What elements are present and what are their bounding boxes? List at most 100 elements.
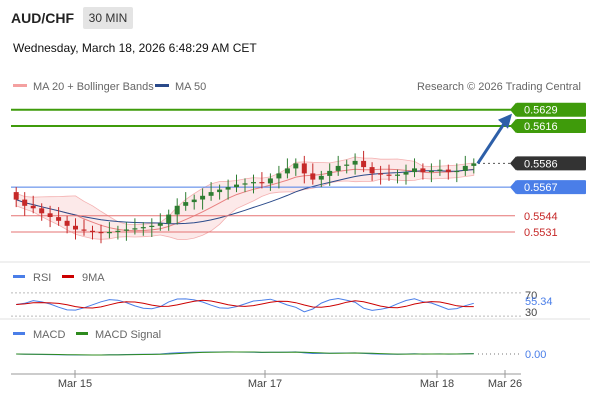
x-label-mar17: Mar 17: [248, 378, 282, 390]
candle-body-39: [344, 164, 350, 166]
level-label-1: 0.5616: [524, 121, 558, 133]
candle-body-17: [157, 223, 163, 226]
candle-body-6: [64, 220, 70, 226]
rsi-legend: RSI 9MA: [13, 272, 105, 284]
x-axis: Mar 15 Mar 17 Mar 18 Mar 26: [58, 370, 522, 390]
candle-body-24: [217, 189, 223, 193]
main-legend: MA 20 + Bollinger Bands MA 50 Research ©…: [13, 81, 581, 93]
macd-legend: MACD MACD Signal: [13, 329, 161, 341]
candlesticks: [13, 150, 477, 244]
legend-label-ma50: MA 50: [175, 81, 206, 93]
level-label-5: 0.5531: [524, 227, 558, 239]
legend-swatch-rsi-ma: [62, 275, 74, 278]
candle-body-48: [420, 168, 426, 173]
candle-body-37: [327, 170, 333, 176]
candle-body-36: [318, 175, 324, 180]
candle-body-38: [335, 165, 341, 171]
candle-body-12: [115, 230, 121, 232]
level-label-box-2: [516, 156, 586, 171]
candle-body-4: [47, 213, 53, 217]
chart-credit: Research © 2026 Trading Central: [417, 81, 581, 93]
candle-body-13: [123, 229, 129, 231]
candle-body-21: [191, 199, 197, 203]
candle-body-9: [90, 230, 95, 232]
candle-body-1: [22, 199, 28, 206]
forecast-arrow-shaft: [476, 119, 508, 165]
candle-body-18: [166, 214, 172, 224]
legend-label-macd-signal: MACD Signal: [95, 329, 161, 341]
legend-label-rsi-ma: 9MA: [82, 272, 105, 284]
candle-body-43: [378, 173, 384, 175]
candle-body-23: [208, 192, 214, 196]
candle-body-53: [462, 165, 468, 171]
candle-body-52: [454, 170, 460, 173]
level-label-pointer-1: [510, 119, 516, 133]
candle-body-28: [251, 182, 256, 184]
rsi-tick-30: 30: [525, 307, 537, 319]
timeframe-button[interactable]: 30 MIN: [83, 7, 133, 29]
level-label-pointer-3: [510, 180, 516, 195]
candle-body-20: [183, 202, 189, 206]
candle-body-15: [140, 227, 146, 229]
candle-body-22: [200, 195, 206, 200]
candle-body-40: [352, 160, 358, 165]
candle-body-29: [259, 182, 265, 184]
rsi-ma-line: [16, 299, 474, 309]
candle-body-26: [234, 184, 239, 188]
level-label-box-1: [516, 119, 586, 133]
candle-body-45: [395, 174, 400, 176]
top-bar: AUD/CHF 30 MIN: [0, 0, 590, 34]
macd-signal-line: [16, 351, 474, 356]
candle-body-31: [276, 173, 282, 179]
timestamp: Wednesday, March 18, 2026 6:48:29 AM CET: [13, 41, 257, 55]
bollinger-band-area: [15, 156, 475, 241]
candle-body-3: [39, 208, 45, 214]
candle-body-51: [445, 169, 451, 173]
level-label-pointer-0: [510, 102, 516, 117]
candle-body-27: [242, 183, 248, 185]
rsi-tick-70: 70: [525, 290, 537, 302]
legend-label-rsi: RSI: [33, 272, 51, 284]
level-label-2: 0.5586: [524, 158, 558, 170]
candle-body-41: [361, 160, 367, 168]
candle-body-32: [284, 168, 290, 174]
candle-body-35: [310, 173, 316, 180]
candle-body-49: [428, 170, 434, 173]
macd-panel: [16, 351, 521, 356]
candle-body-34: [301, 163, 307, 174]
level-label-box-0: [516, 102, 586, 117]
price-level-labels: 0.5629 0.5616 0.5586 0.5567 0.5544 0.5531: [510, 102, 586, 239]
legend-label-macd: MACD: [33, 329, 65, 341]
candle-body-11: [106, 232, 112, 234]
forecast-arrow-head: [498, 113, 512, 129]
rsi-last-value: 55.34: [525, 296, 553, 308]
rsi-panel: [11, 292, 521, 317]
legend-swatch-ma50: [155, 84, 169, 87]
legend-swatch-rsi: [13, 275, 25, 278]
candle-body-44: [386, 174, 392, 176]
legend-label-bollinger: MA 20 + Bollinger Bands: [33, 81, 154, 93]
candle-body-16: [149, 225, 155, 227]
candle-body-8: [81, 229, 87, 231]
candle-body-19: [174, 205, 180, 215]
legend-swatch-macd: [13, 332, 25, 335]
x-label-mar26: Mar 26: [488, 378, 522, 390]
level-label-4: 0.5544: [524, 211, 558, 223]
legend-swatch-macd-signal: [76, 332, 88, 335]
candle-body-42: [369, 167, 375, 174]
candle-body-50: [437, 169, 443, 171]
candle-body-30: [267, 178, 273, 184]
macd-zero-label: 0.00: [525, 349, 546, 361]
candle-body-14: [132, 228, 138, 230]
x-label-mar18: Mar 18: [420, 378, 454, 390]
currency-pair-title: AUD/CHF: [11, 10, 74, 26]
candle-body-2: [30, 205, 36, 209]
level-label-box-3: [516, 180, 586, 195]
level-label-3: 0.5567: [524, 182, 558, 194]
candle-body-33: [293, 163, 299, 169]
candle-body-54: [471, 163, 477, 166]
candle-body-0: [13, 192, 19, 200]
candle-body-10: [98, 232, 104, 234]
candle-body-5: [56, 217, 62, 221]
x-label-mar15: Mar 15: [58, 378, 92, 390]
